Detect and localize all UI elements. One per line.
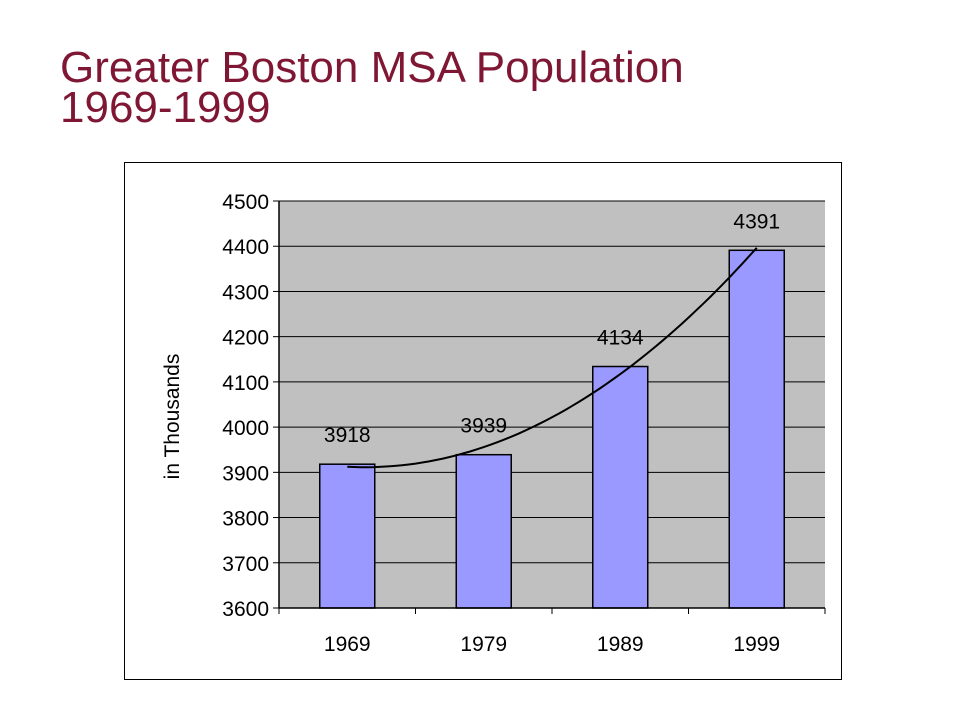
y-tick-label: 4300 [222,281,269,304]
bar-1969 [319,463,376,609]
y-tick-label: 4400 [222,236,269,259]
bar-1989 [592,365,649,609]
y-tick-label: 3900 [222,462,269,485]
bar-1999 [728,249,785,609]
y-tick-label: 3800 [222,508,269,531]
x-axis-ticks: 1969 1979 1989 1999 [278,608,826,656]
slide-title: Greater Boston MSA Population 1969-1999 [60,43,684,132]
data-labels: 3918 3939 4134 4391 [324,210,780,447]
x-tick-label-1999: 1999 [733,633,780,656]
y-tick-label: 4000 [222,417,269,440]
x-tick-label-1979: 1979 [460,633,507,656]
data-label-1969: 3918 [324,424,371,447]
data-label-1999: 4391 [733,210,780,233]
data-label-1979: 3939 [460,415,507,438]
y-axis-label: in Thousands [161,354,184,480]
x-tick-label-1989: 1989 [597,633,644,656]
y-tick-label: 4500 [222,191,269,214]
data-label-1989: 4134 [597,327,644,350]
y-tick-label: 4200 [222,327,269,350]
slide-title-line-1: Greater Boston MSA Population [60,43,684,92]
y-tick-label: 3700 [222,553,269,576]
chart-container: 3918 3939 4134 4391 3600 3700 3800 3900 4000 410… [124,162,842,680]
trendline [347,247,758,469]
population-bar-chart: 3918 3939 4134 4391 3600 3700 3800 3900 4000 410… [161,191,826,656]
bars [319,249,785,609]
y-tick-label: 4100 [222,372,269,395]
x-tick-label-1969: 1969 [324,633,371,656]
slide-title-line-2: 1969-1999 [60,83,271,132]
y-axis-ticks: 3600 3700 3800 3900 4000 4100 4200 4300 4400 4500 [222,191,279,621]
y-tick-label: 3600 [222,598,269,621]
bar-1979 [455,453,512,609]
